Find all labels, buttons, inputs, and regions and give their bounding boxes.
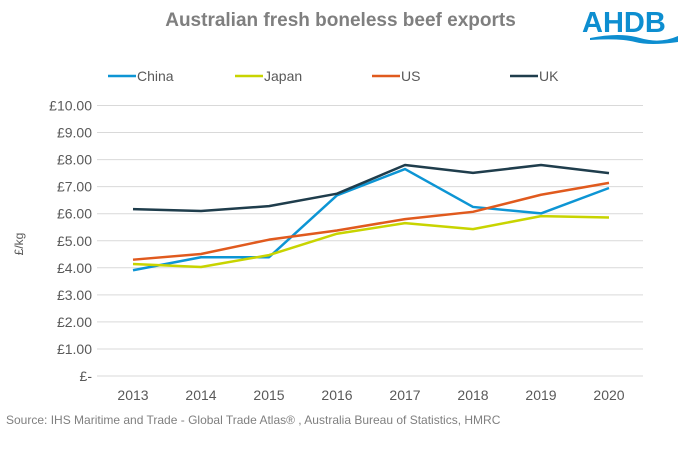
y-axis-label: £/kg [12,233,26,256]
x-tick-label: 2013 [117,387,148,403]
series-line-china [132,167,610,272]
y-tick-label: £8.00 [57,152,92,168]
x-tick-label: 2019 [525,387,556,403]
x-tick-label: 2017 [389,387,420,403]
y-tick-label: £10.00 [49,98,92,114]
source-note: Source: IHS Maritime and Trade - Global … [6,413,501,427]
legend-label-us: US [401,68,420,84]
y-tick-label: £4.00 [57,260,92,276]
x-tick-label: 2018 [457,387,488,403]
logo-text: AHDB [582,7,666,39]
y-tick-label: £6.00 [57,206,92,222]
x-tick-label: 2015 [253,387,284,403]
legend-label-japan: Japan [264,68,302,84]
legend-label-uk: UK [539,68,559,84]
y-tick-label: £5.00 [57,233,92,249]
series-line-japan [132,214,610,269]
y-tick-label: £- [80,368,93,384]
y-tick-label: £3.00 [57,287,92,303]
legend-label-china: China [137,68,174,84]
y-tick-label: £1.00 [57,341,92,357]
x-tick-label: 2014 [185,387,216,403]
x-tick-label: 2020 [593,387,624,403]
chart-title: Australian fresh boneless beef exports [165,10,516,31]
y-tick-label: £7.00 [57,179,92,195]
series-line-uk [132,163,610,213]
y-tick-label: £2.00 [57,314,92,330]
line-chart: £- £1.00 £2.00 £3.00 £4.00 £5.00 £6.00 £7.00 £8.… [12,68,643,403]
ahdb-logo: AHDB [580,2,680,55]
x-tick-label: 2016 [321,387,352,403]
series-line-us [132,181,610,261]
y-tick-label: £9.00 [57,125,92,141]
